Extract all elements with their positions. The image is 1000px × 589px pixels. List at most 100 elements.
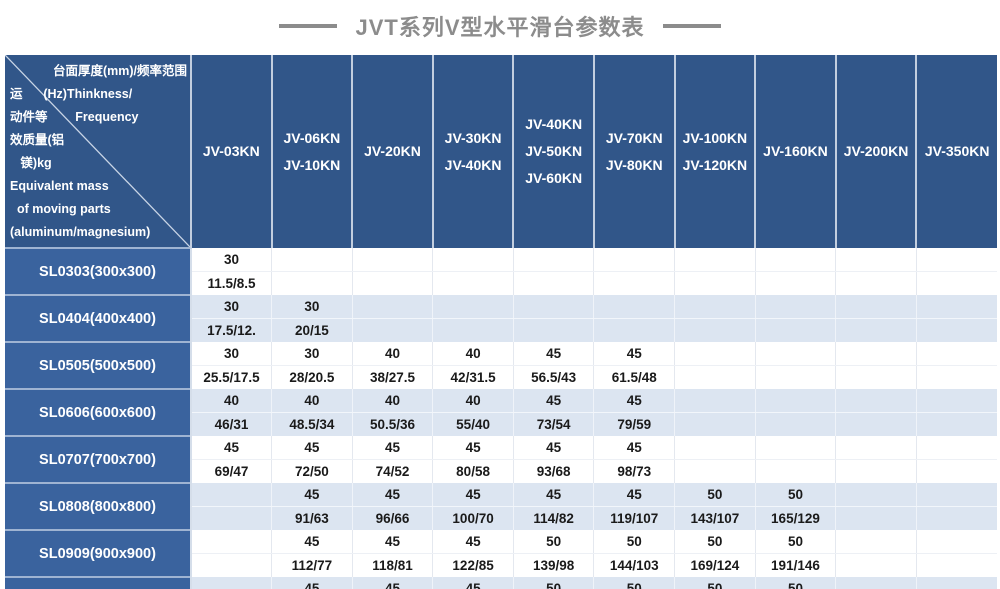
row-label: SL0303(300x300) <box>5 247 192 295</box>
cell-thickness: 45 <box>593 436 675 460</box>
cell-thickness <box>915 389 997 413</box>
cell-thickness: 45 <box>432 577 514 589</box>
column-header-label: JV-70KN <box>605 129 663 146</box>
corner-header-cell: 台面厚度(mm)/频率范围运 (Hz)Thinkness/动件等 Frequen… <box>5 55 191 248</box>
cell-thickness <box>351 248 433 272</box>
column-header-label: JV-40KN <box>444 156 502 173</box>
cell-thickness: 50 <box>754 577 836 589</box>
corner-line: 台面厚度(mm)/频率范围 <box>46 64 187 78</box>
column-header: JV-40KN JV-50KN JV-60KN <box>512 55 594 248</box>
cell-thickness <box>754 295 836 319</box>
cell-mass <box>512 271 594 295</box>
cell-thickness <box>674 342 756 366</box>
cell-mass <box>915 271 997 295</box>
cell-mass <box>271 271 353 295</box>
table-row: 25.5/17.5 28/20.5 38/27.5 42/31.5 56.5/43 61.… <box>5 365 997 389</box>
cell-thickness <box>835 342 917 366</box>
table-row: SL0404(400x400) 30 30 <box>5 294 997 342</box>
cell-mass: 28/20.5 <box>271 365 353 389</box>
cell-mass <box>754 271 836 295</box>
cell-thickness <box>835 577 917 589</box>
cell-thickness <box>754 248 836 272</box>
cell-thickness <box>915 248 997 272</box>
cell-thickness: 40 <box>190 389 272 413</box>
title-dash-right <box>662 24 721 28</box>
cell-thickness: 50 <box>593 577 675 589</box>
cell-thickness: 50 <box>674 577 756 589</box>
cell-mass <box>674 459 756 483</box>
cell-mass: 20/15 <box>271 318 353 342</box>
column-header-label: JV-10KN <box>283 156 341 173</box>
cell-thickness: 45 <box>351 530 433 554</box>
column-header: JV-06KN JV-10KN <box>270 55 353 248</box>
row-label: SL0404(400x400) <box>5 294 192 342</box>
table-row: SL0606(600x600) 40 40 40 40 45 45 <box>5 388 997 436</box>
cell-mass: 114/82 <box>512 506 594 530</box>
cell-mass: 79/59 <box>593 412 675 436</box>
cell-thickness <box>835 483 917 507</box>
cell-mass <box>835 271 917 295</box>
corner-line: 效质量(铝 <box>10 133 65 147</box>
cell-mass <box>835 412 917 436</box>
cell-thickness <box>835 436 917 460</box>
cell-mass <box>915 318 997 342</box>
cell-thickness <box>190 530 272 554</box>
cell-thickness: 45 <box>512 436 594 460</box>
cell-mass: 139/98 <box>512 553 594 577</box>
cell-thickness <box>674 436 756 460</box>
column-header: JV-100KN JV-120KN <box>673 55 756 248</box>
cell-thickness <box>351 295 433 319</box>
cell-thickness: 40 <box>432 389 514 413</box>
cell-thickness: 50 <box>674 483 756 507</box>
cell-mass <box>674 318 756 342</box>
column-header-label: JV-160KN <box>763 143 828 159</box>
column-header-label: JV-50KN <box>525 143 583 159</box>
cell-thickness: 45 <box>512 389 594 413</box>
cell-thickness <box>835 389 917 413</box>
table-row: SL0505(500x500) 30 30 40 40 45 45 <box>5 341 997 389</box>
cell-thickness: 45 <box>351 483 433 507</box>
cell-thickness: 45 <box>271 530 353 554</box>
cell-thickness <box>915 483 997 507</box>
cell-thickness: 30 <box>190 295 272 319</box>
cell-mass: 25.5/17.5 <box>190 365 272 389</box>
cell-thickness: 45 <box>432 436 514 460</box>
parameter-table: 台面厚度(mm)/频率范围运 (Hz)Thinkness/动件等 Frequen… <box>5 55 997 589</box>
cell-mass: 38/27.5 <box>351 365 433 389</box>
cell-thickness: 45 <box>432 530 514 554</box>
cell-mass <box>351 271 433 295</box>
cell-mass: 118/81 <box>351 553 433 577</box>
row-label: SL0707(700x700) <box>5 435 192 483</box>
table-row: SL0808(800x800) 45 45 45 45 45 50 50 <box>5 482 997 530</box>
cell-mass: 46/31 <box>190 412 272 436</box>
table-row: 91/63 96/66 100/70 114/82 119/107 143/107 165/… <box>5 506 997 530</box>
table-row: SL0909(900x900) 45 45 45 50 50 50 50 <box>5 529 997 577</box>
cell-thickness <box>915 530 997 554</box>
column-header-label: JV-03KN <box>202 143 260 159</box>
column-header: JV-200KN <box>834 55 917 248</box>
corner-line: Equivalent mass <box>10 179 109 193</box>
cell-thickness: 45 <box>432 483 514 507</box>
cell-thickness: 45 <box>351 436 433 460</box>
column-header-label: JV-20KN <box>364 143 421 159</box>
cell-mass <box>754 365 836 389</box>
cell-mass: 72/50 <box>271 459 353 483</box>
cell-mass <box>915 365 997 389</box>
cell-mass: 55/40 <box>432 412 514 436</box>
cell-thickness: 50 <box>754 483 836 507</box>
page-title-row: JVT系列V型水平滑台参数表 <box>0 0 1000 45</box>
cell-mass <box>835 365 917 389</box>
cell-mass <box>754 412 836 436</box>
cell-mass <box>835 459 917 483</box>
header-row: 台面厚度(mm)/频率范围运 (Hz)Thinkness/动件等 Frequen… <box>5 55 997 248</box>
cell-thickness <box>674 248 756 272</box>
cell-mass <box>674 365 756 389</box>
cell-mass: 56.5/43 <box>512 365 594 389</box>
cell-mass: 112/77 <box>271 553 353 577</box>
cell-thickness: 45 <box>190 436 272 460</box>
cell-mass: 93/68 <box>512 459 594 483</box>
cell-thickness <box>835 248 917 272</box>
cell-mass <box>512 318 594 342</box>
cell-thickness: 45 <box>271 483 353 507</box>
cell-mass: 143/107 <box>674 506 756 530</box>
